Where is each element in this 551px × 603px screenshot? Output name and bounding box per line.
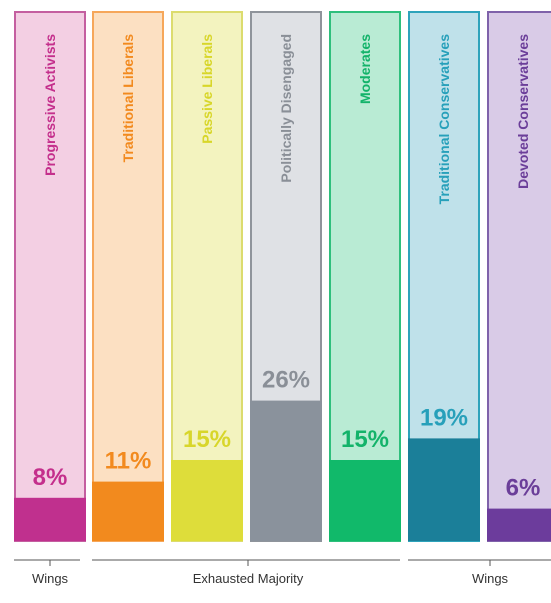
value-label: 8% [33,464,68,491]
column-background [171,11,243,542]
group-label: Wings [32,571,69,586]
group-brackets: Wings Exhausted Majority Wings [14,559,551,586]
value-label: 6% [506,475,541,502]
value-label: 19% [420,404,468,431]
category-label: Passive Liberals [199,34,215,144]
group-wings: Wings [408,559,551,586]
bar-politically-disengaged [250,400,322,541]
category-label: Politically Disengaged [278,34,294,183]
category-label: Moderates [357,34,373,104]
column-politically-disengaged: 26% Politically Disengaged [250,11,322,542]
value-label: 15% [183,426,231,453]
group-label: Exhausted Majority [193,571,304,586]
column-background [92,11,164,542]
category-label: Traditional Conservatives [436,34,452,205]
group-label: Wings [472,571,509,586]
bar-traditional-conservatives [408,438,480,541]
column-progressive-activists: 8% Progressive Activists [14,11,86,542]
category-label: Devoted Conservatives [515,34,531,189]
group-wings: Wings [14,559,80,586]
column-traditional-liberals: 11% Traditional Liberals [92,11,164,542]
bar-traditional-liberals [92,481,164,541]
column-traditional-conservatives: 19% Traditional Conservatives [408,11,480,542]
value-label: 15% [341,426,389,453]
value-label: 26% [262,367,310,394]
column-background [14,11,86,542]
column-background [487,11,551,542]
value-label: 11% [105,448,152,475]
category-label: Traditional Liberals [120,34,136,163]
bar-moderates [329,460,401,541]
column-moderates: 15% Moderates [329,11,401,542]
bar-passive-liberals [171,460,243,541]
group-exhausted-majority: Exhausted Majority [92,559,400,586]
bars-layer: 8% Progressive Activists 11% Traditional Li… [14,11,551,542]
column-devoted-conservatives: 6% Devoted Conservatives [487,11,551,542]
column-passive-liberals: 15% Passive Liberals [171,11,243,542]
category-label: Progressive Activists [42,34,58,176]
bar-progressive-activists [14,497,86,541]
bar-devoted-conservatives [487,508,551,541]
